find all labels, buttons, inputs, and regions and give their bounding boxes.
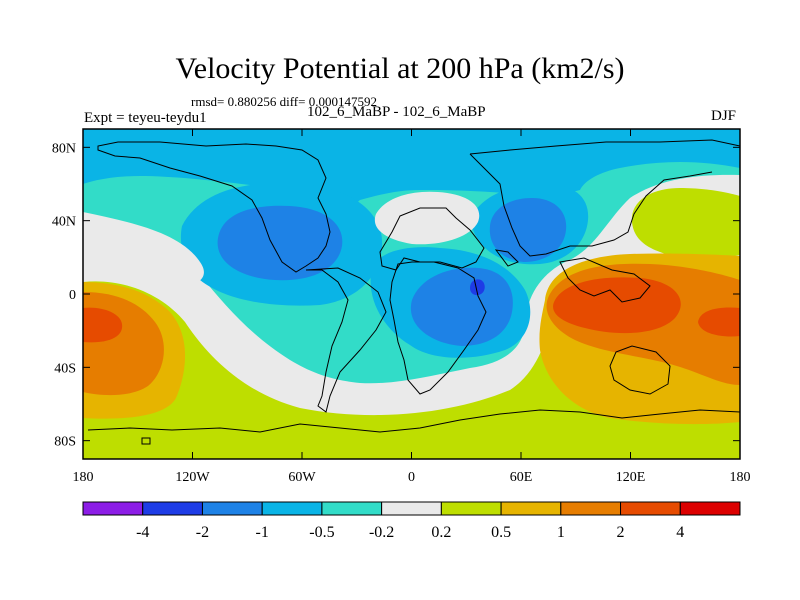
x-tick-label: 0 xyxy=(408,470,415,485)
y-axis: 80N 40N 0 40S 80S xyxy=(52,141,740,450)
experiment-label: Expt = teyeu-teydu1 xyxy=(84,110,207,126)
field-pos-east-core-2 xyxy=(698,307,740,337)
y-tick-label: 0 xyxy=(69,288,76,303)
field-neg-core-east xyxy=(410,267,513,346)
field-neg-core-west xyxy=(217,205,343,281)
y-tick-label: 40S xyxy=(54,361,76,376)
x-tick-label: 180 xyxy=(730,470,751,485)
contour-fields xyxy=(83,129,740,459)
colorbar-swatch xyxy=(679,501,741,516)
field-pos-east-core xyxy=(553,277,681,334)
colorbar-label: 4 xyxy=(676,524,684,541)
colorbar-label: 2 xyxy=(617,524,625,541)
colorbar-label: 0.5 xyxy=(491,524,511,541)
colorbar-swatch xyxy=(201,501,263,516)
field-neg-core-north xyxy=(489,198,567,262)
colorbar-swatch xyxy=(381,501,442,516)
colorbar-swatch xyxy=(82,501,144,516)
x-tick-label: 120W xyxy=(175,470,210,485)
colorbar-label: -1 xyxy=(256,524,269,541)
x-tick-label: 180 xyxy=(73,470,94,485)
chart-title: Velocity Potential at 200 hPa (km2/s) xyxy=(175,52,625,85)
x-tick-label: 120E xyxy=(616,470,646,485)
colorbar-swatch xyxy=(261,501,323,516)
colorbar-label: -4 xyxy=(136,524,149,541)
colorbar-label: 1 xyxy=(557,524,565,541)
colorbar-label: -0.5 xyxy=(309,524,334,541)
y-tick-label: 80N xyxy=(52,141,76,156)
colorbar-label: 0.2 xyxy=(431,524,451,541)
field-neutral-north xyxy=(374,191,480,245)
x-tick-label: 60E xyxy=(510,470,533,485)
colorbar-swatch xyxy=(560,501,622,516)
coastlines xyxy=(87,139,740,445)
colorbar-swatch xyxy=(440,501,502,516)
colorbar-label: -2 xyxy=(196,524,209,541)
colorbar-swatch xyxy=(620,501,681,516)
colorbar-swatch xyxy=(142,501,203,516)
colorbar-swatch xyxy=(500,501,562,516)
field-pos-northeast xyxy=(631,188,740,260)
stats-label: rmsd= 0.880256 diff= 0.000147592 xyxy=(191,94,377,109)
y-tick-label: 80S xyxy=(54,435,76,450)
x-tick-label: 60W xyxy=(288,470,316,485)
field-pos-west-core xyxy=(83,307,123,343)
colorbar-swatch xyxy=(321,501,383,516)
case-label: 102_6_MaBP - 102_6_MaBP xyxy=(307,104,486,120)
field-neg-north xyxy=(83,129,740,231)
x-axis: 180 120W 60W 0 60E 120E 180 xyxy=(73,129,751,485)
field-neutral-west xyxy=(83,212,204,286)
season-label: DJF xyxy=(711,108,737,124)
y-tick-label: 40N xyxy=(52,215,76,230)
colorbar-label: -0.2 xyxy=(369,524,394,541)
field-neg-spot xyxy=(470,279,485,296)
colorbar: -4 -2 -1 -0.5 -0.2 0.2 0.5 1 2 4 xyxy=(82,501,741,541)
